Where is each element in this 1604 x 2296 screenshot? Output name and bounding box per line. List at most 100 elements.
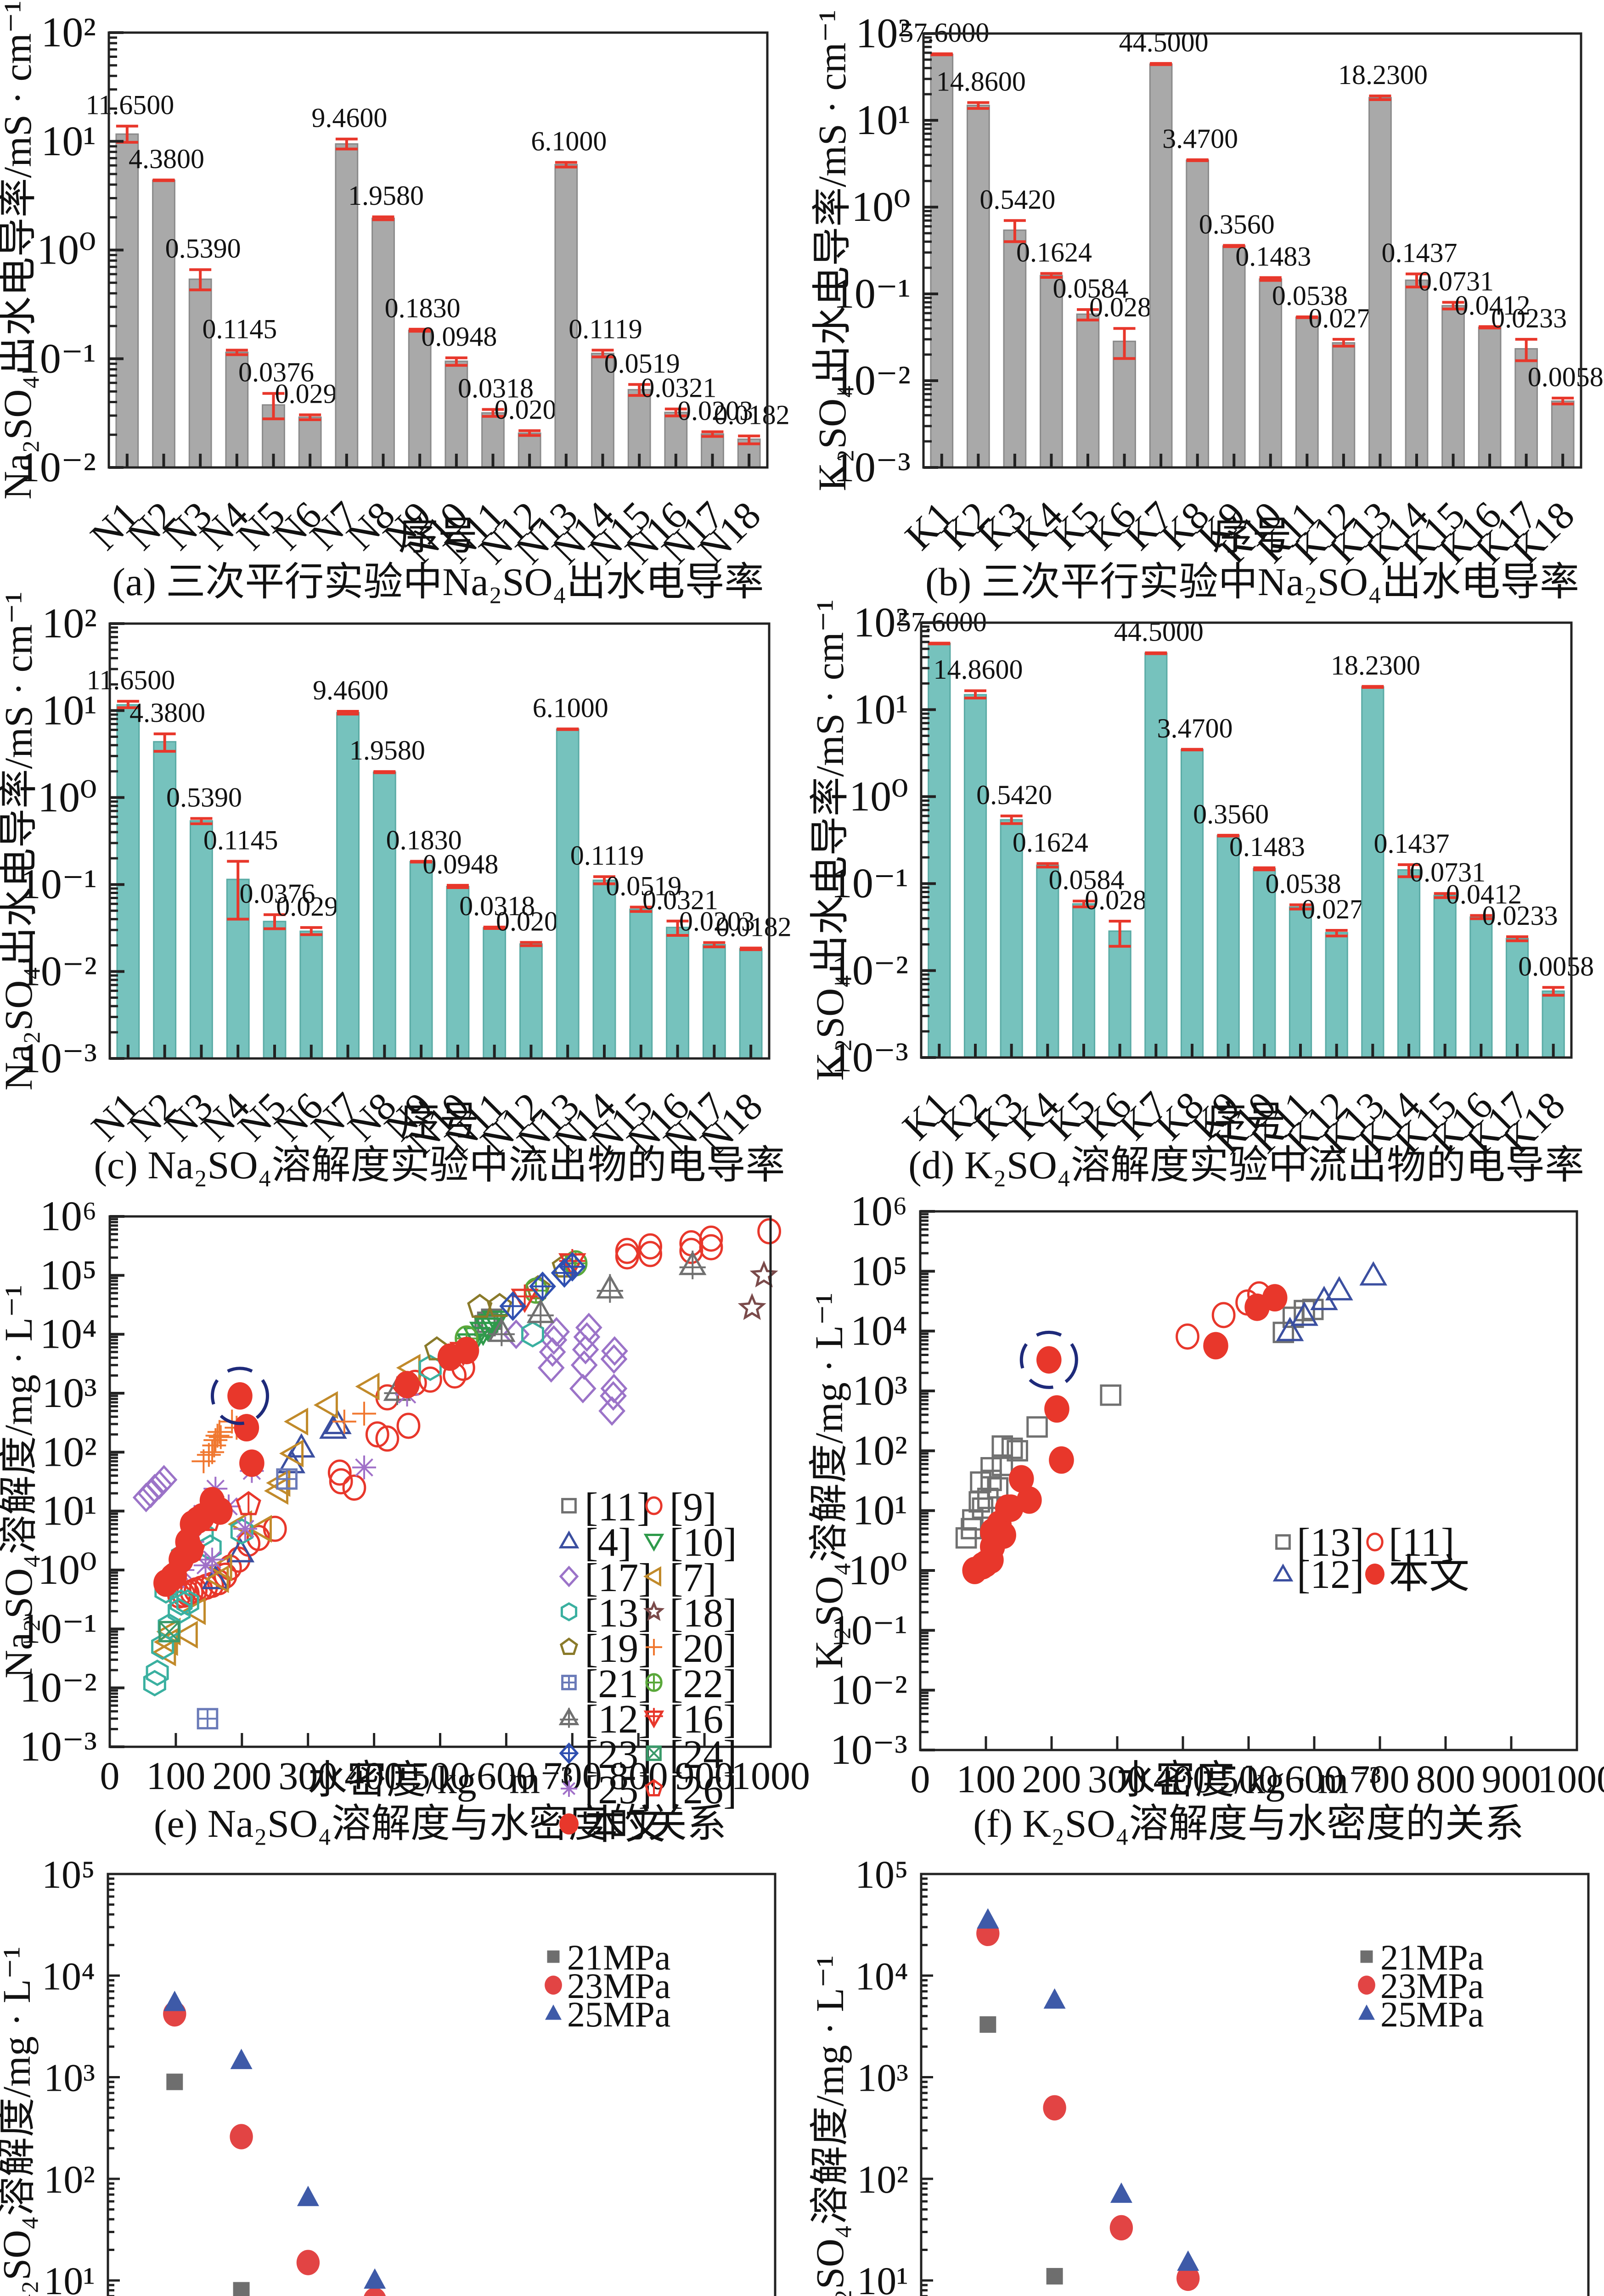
- x-axis-label: 水密度/kg · m⁻³: [1116, 1758, 1381, 1802]
- bar-N1: [115, 133, 139, 468]
- error-bar: [189, 268, 212, 292]
- data-point: [521, 1321, 544, 1348]
- bar-K10: [1253, 868, 1276, 1058]
- y-tick-label: 10¹: [857, 2259, 908, 2296]
- marker-filled-circle: [239, 1449, 265, 1477]
- series-24: [158, 1621, 180, 1643]
- data-point: [1036, 1346, 1062, 1374]
- error-bar: [701, 430, 724, 438]
- marker-filled-triangle: [545, 2004, 562, 2020]
- data-point: [234, 1414, 259, 1441]
- marker-triangle-up: [558, 1530, 580, 1548]
- error-bar: [1470, 914, 1492, 920]
- legend-item: [9]: [645, 1485, 717, 1530]
- marker-filled-circle: [230, 2124, 253, 2150]
- legend-item: [23]: [559, 1733, 652, 1777]
- marker-filled-triangle: [297, 2185, 319, 2206]
- legend-label: [23]: [585, 1733, 652, 1777]
- y-tick-label: 10⁻³: [20, 1035, 97, 1081]
- bar-K13: [1361, 686, 1385, 1058]
- bar-K14: [1405, 279, 1429, 468]
- series-12: [1276, 1261, 1388, 1341]
- y-tick-label: 10⁻¹: [831, 860, 908, 906]
- marker-diamond: [600, 1373, 628, 1404]
- data-label: 0.0412: [1455, 290, 1531, 321]
- data-point: [570, 1350, 598, 1380]
- bar-K17: [1514, 348, 1538, 468]
- legend-item: [11]: [1366, 1520, 1454, 1565]
- legend-label: [18]: [670, 1591, 737, 1636]
- bar-N8: [371, 217, 395, 468]
- data-point: [1049, 1446, 1074, 1474]
- error-bar: [446, 884, 469, 889]
- error-bar: [928, 642, 951, 646]
- marker-triangle-down: [643, 1534, 664, 1552]
- error-bar: [1369, 94, 1391, 101]
- data-label: 0.5420: [979, 184, 1055, 214]
- data-point: [454, 1337, 479, 1364]
- data-point: [615, 1238, 639, 1264]
- panel-c: 11.6500N14.3800N20.5390N30.1145N40.0376N…: [0, 591, 792, 1187]
- data-point: [230, 1518, 253, 1545]
- marker-filled-circle: [991, 1521, 1016, 1549]
- y-tick-label: 10⁴: [855, 1954, 908, 1998]
- panel-caption: (a) 三次平行实验中Na₂SO₄出水电导率: [112, 560, 764, 604]
- error-bar: [335, 137, 358, 151]
- marker-filled-circle: [1044, 1395, 1069, 1423]
- y-tick-label: 10⁻²: [830, 1666, 907, 1713]
- data-label: 6.1000: [531, 126, 607, 157]
- bar-K17: [1505, 938, 1529, 1058]
- marker-triangle-up: [319, 1414, 347, 1439]
- x-axis-label: 序号: [400, 1099, 479, 1143]
- legend-item: [12]: [558, 1697, 652, 1742]
- data-point: [1043, 1988, 1066, 2009]
- data-label: 6.1000: [533, 692, 608, 723]
- error-bar: [227, 860, 249, 921]
- legend-label: [19]: [585, 1626, 652, 1671]
- marker-square-x: [158, 1621, 180, 1643]
- data-label: 0.1437: [1382, 237, 1458, 268]
- marker-line: [562, 1782, 576, 1795]
- y-tick-label: 10²: [42, 1428, 97, 1475]
- data-label: 0.1145: [203, 825, 278, 855]
- data-point: [332, 1409, 356, 1434]
- data-point: [313, 1391, 338, 1419]
- y-axis-label: Na₂SO₄出水电导率/mS · cm⁻¹: [0, 591, 40, 1091]
- x-tick-label: 700: [543, 1754, 602, 1798]
- legend-label: [13]: [585, 1591, 652, 1636]
- error-bar: [1325, 929, 1348, 938]
- legend-item: [11]: [561, 1485, 650, 1530]
- y-tick-label: 10¹: [42, 1487, 97, 1534]
- error-bar: [264, 913, 286, 930]
- bar-K5: [1072, 903, 1096, 1058]
- marker-line: [647, 1746, 661, 1761]
- data-point: [207, 1420, 231, 1444]
- data-point: [540, 1325, 568, 1355]
- marker-filled-circle: [1176, 2265, 1200, 2291]
- y-tick-label: 10⁵: [850, 1247, 907, 1294]
- data-point: [233, 1517, 257, 1541]
- data-point: [1026, 1416, 1048, 1438]
- y-tick-label: 10⁵: [40, 1251, 97, 1298]
- marker-filled-circle: [1036, 1346, 1062, 1374]
- x-tick-label: 400: [1154, 1757, 1213, 1801]
- x-tick-label: 1000: [1537, 1757, 1604, 1801]
- error-bar: [1332, 338, 1355, 348]
- data-point: [132, 1482, 160, 1513]
- marker-diamond: [569, 1373, 597, 1404]
- y-axis-label: K₂SO₄出水电导率/mS · cm⁻¹: [810, 10, 854, 491]
- marker-square: [1007, 1440, 1028, 1462]
- data-label: 0.0538: [1266, 868, 1341, 899]
- marker-hexagon: [146, 1660, 169, 1686]
- data-point: [558, 1252, 586, 1282]
- x-tick-label: 600: [1285, 1757, 1344, 1801]
- data-label: 1.9580: [348, 180, 424, 211]
- data-point: [146, 1660, 169, 1686]
- marker-triangle-left: [181, 1597, 206, 1626]
- data-point: [1276, 1317, 1304, 1341]
- marker-circle: [365, 1421, 389, 1448]
- marker-filled-square: [547, 1950, 560, 1963]
- data-point: [1008, 1465, 1034, 1493]
- data-point: [173, 1621, 198, 1649]
- error-bar: [1036, 862, 1059, 869]
